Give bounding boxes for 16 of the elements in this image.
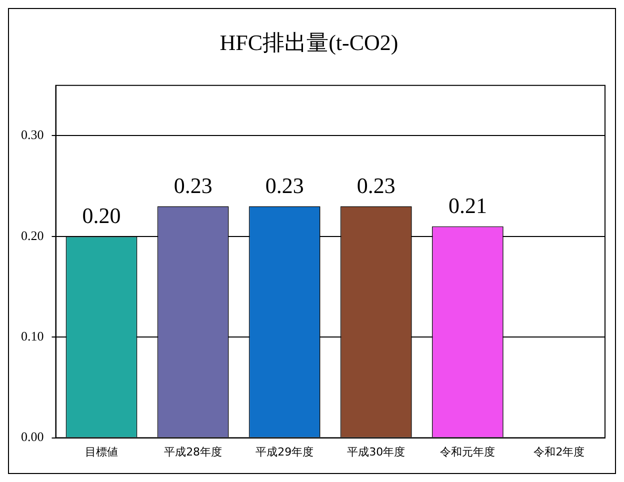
data-label: 0.20 <box>82 203 121 228</box>
x-tick-label: 平成30年度 <box>347 445 406 458</box>
x-tick-label: 令和2年度 <box>534 445 585 458</box>
x-tick-label: 令和元年度 <box>440 445 496 458</box>
data-label: 0.21 <box>448 193 487 218</box>
y-tick-label: 0.10 <box>21 328 44 344</box>
x-tick-label: 目標値 <box>85 445 118 458</box>
chart-title: HFC排出量(t-CO2) <box>220 30 398 55</box>
data-label: 0.23 <box>174 173 212 198</box>
x-tick-label: 平成28年度 <box>164 445 222 458</box>
data-label: 0.23 <box>356 173 396 198</box>
data-label: 0.23 <box>265 173 304 198</box>
y-tick-label: 0.30 <box>21 127 44 142</box>
y-tick-label: 0.20 <box>21 228 44 243</box>
y-tick-label: 0.00 <box>21 429 44 444</box>
x-tick-label: 平成29年度 <box>256 445 314 458</box>
